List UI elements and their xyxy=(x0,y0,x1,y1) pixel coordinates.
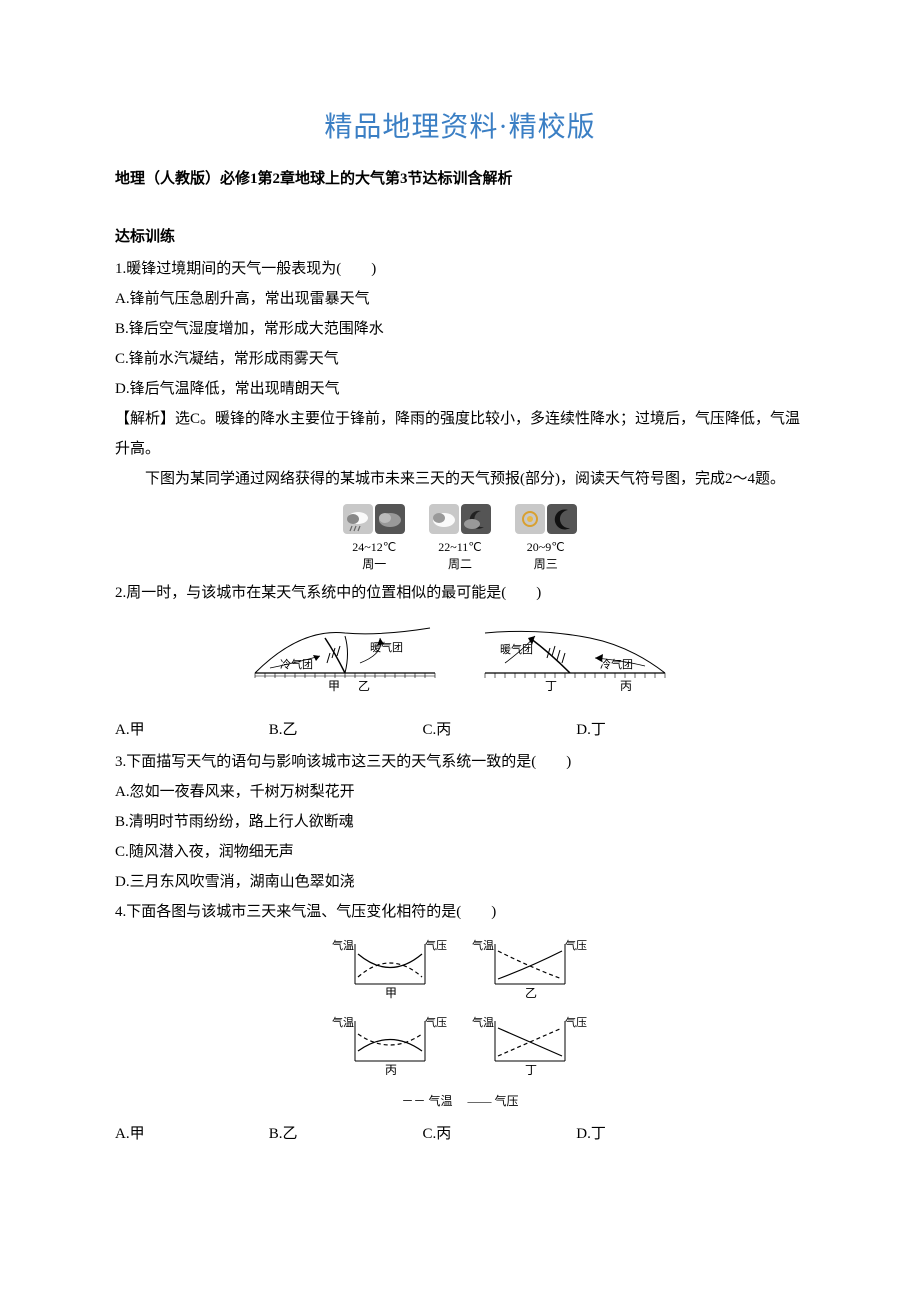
svg-text:暖气团: 暖气团 xyxy=(370,640,403,654)
chart-legend: －－ 气温 —— 气压 xyxy=(115,1089,805,1113)
chart-bing: 气温 气压 丙 xyxy=(330,1016,450,1078)
svg-text:气温: 气温 xyxy=(472,1016,494,1029)
q2-4-intro: 下图为某同学通过网络获得的某城市未来三天的天气预报(部分)，阅读天气符号图，完成… xyxy=(115,464,805,494)
legend-temp: －－ 气温 xyxy=(401,1094,452,1108)
svg-text:甲: 甲 xyxy=(385,986,397,1000)
legend-press: —— 气压 xyxy=(468,1094,519,1108)
weather-forecast-figure: 24~12℃ 周一 22~11℃ 周二 20~9℃ 周三 xyxy=(115,504,805,572)
svg-text:乙: 乙 xyxy=(525,986,537,1000)
svg-text:丁: 丁 xyxy=(525,1063,537,1077)
q1-option-d: D.锋后气温降低，常出现晴朗天气 xyxy=(115,374,805,404)
chart-ding: 气温 气压 丁 xyxy=(470,1016,590,1078)
weather-day-2: 22~11℃ 周二 xyxy=(429,504,491,572)
weather-dayname-1: 周一 xyxy=(343,556,405,573)
svg-text:冷气团: 冷气团 xyxy=(600,657,633,671)
q1-option-c: C.锋前水汽凝结，常形成雨雾天气 xyxy=(115,344,805,374)
q2-option-d: D.丁 xyxy=(576,715,606,745)
weather-icon-cloudy-night xyxy=(429,504,491,534)
weather-temp-2: 22~11℃ xyxy=(429,539,491,556)
q4-option-c: C.丙 xyxy=(423,1119,573,1149)
q1-option-b: B.锋后空气湿度增加，常形成大范围降水 xyxy=(115,314,805,344)
weather-day-3: 20~9℃ 周三 xyxy=(515,504,577,572)
q4-options: A.甲 B.乙 C.丙 D.丁 xyxy=(115,1119,805,1149)
svg-text:气压: 气压 xyxy=(425,939,447,952)
q3-option-c: C.随风潜入夜，润物细无声 xyxy=(115,837,805,867)
svg-text:甲: 甲 xyxy=(328,679,340,693)
q2-stem: 2.周一时，与该城市在某天气系统中的位置相似的最可能是( ) xyxy=(115,578,805,608)
q3-option-b: B.清明时节雨纷纷，路上行人欲断魂 xyxy=(115,807,805,837)
svg-text:气压: 气压 xyxy=(425,1016,447,1029)
q3-option-a: A.忽如一夜春风来，千树万树梨花开 xyxy=(115,777,805,807)
warm-front-diagram: 暖气团 冷气团 丁 丙 xyxy=(480,618,670,698)
front-diagram-figure: 冷气团 暖气团 甲 乙 暖气团 冷气团 丁 丙 xyxy=(115,618,805,709)
q4-option-a: A.甲 xyxy=(115,1119,265,1149)
q2-option-c: C.丙 xyxy=(423,715,573,745)
svg-text:气压: 气压 xyxy=(565,1016,587,1029)
temp-pressure-charts: 气温 气压 甲 气温 气压 乙 xyxy=(115,937,805,1113)
svg-text:暖气团: 暖气团 xyxy=(500,642,533,656)
svg-text:气温: 气温 xyxy=(332,1016,354,1029)
q1-explanation: 【解析】选C。暖锋的降水主要位于锋前，降雨的强度比较小，多连续性降水；过境后，气… xyxy=(115,404,805,464)
q2-option-a: A.甲 xyxy=(115,715,265,745)
q2-options: A.甲 B.乙 C.丙 D.丁 xyxy=(115,715,805,745)
q4-stem: 4.下面各图与该城市三天来气温、气压变化相符的是( ) xyxy=(115,897,805,927)
q4-option-d: D.丁 xyxy=(576,1119,606,1149)
weather-dayname-2: 周二 xyxy=(429,556,491,573)
chart-jia: 气温 气压 甲 xyxy=(330,939,450,1001)
page-title: 精品地理资料·精校版 xyxy=(115,100,805,156)
weather-temp-3: 20~9℃ xyxy=(515,539,577,556)
weather-icon-sunny-clear-night xyxy=(515,504,577,534)
svg-text:气压: 气压 xyxy=(565,939,587,952)
svg-text:丙: 丙 xyxy=(385,1063,397,1077)
weather-icon-rainy-cloudy xyxy=(343,504,405,534)
svg-text:气温: 气温 xyxy=(472,939,494,952)
q4-option-b: B.乙 xyxy=(269,1119,419,1149)
svg-text:冷气团: 冷气团 xyxy=(280,657,313,671)
page-subtitle: 地理（人教版）必修1第2章地球上的大气第3节达标训含解析 xyxy=(115,164,805,194)
svg-text:乙: 乙 xyxy=(358,679,370,693)
q3-option-d: D.三月东风吹雪消，湖南山色翠如浇 xyxy=(115,867,805,897)
q1-option-a: A.锋前气压急剧升高，常出现雷暴天气 xyxy=(115,284,805,314)
weather-day-1: 24~12℃ 周一 xyxy=(343,504,405,572)
q2-option-b: B.乙 xyxy=(269,715,419,745)
q1-stem: 1.暖锋过境期间的天气一般表现为( ) xyxy=(115,254,805,284)
q3-stem: 3.下面描写天气的语句与影响该城市这三天的天气系统一致的是( ) xyxy=(115,747,805,777)
section-heading: 达标训练 xyxy=(115,222,805,252)
weather-dayname-3: 周三 xyxy=(515,556,577,573)
svg-text:气温: 气温 xyxy=(332,939,354,952)
svg-text:丁: 丁 xyxy=(545,679,557,693)
svg-text:丙: 丙 xyxy=(620,679,632,693)
weather-temp-1: 24~12℃ xyxy=(343,539,405,556)
cold-front-diagram: 冷气团 暖气团 甲 乙 xyxy=(250,618,440,698)
chart-yi: 气温 气压 乙 xyxy=(470,939,590,1001)
